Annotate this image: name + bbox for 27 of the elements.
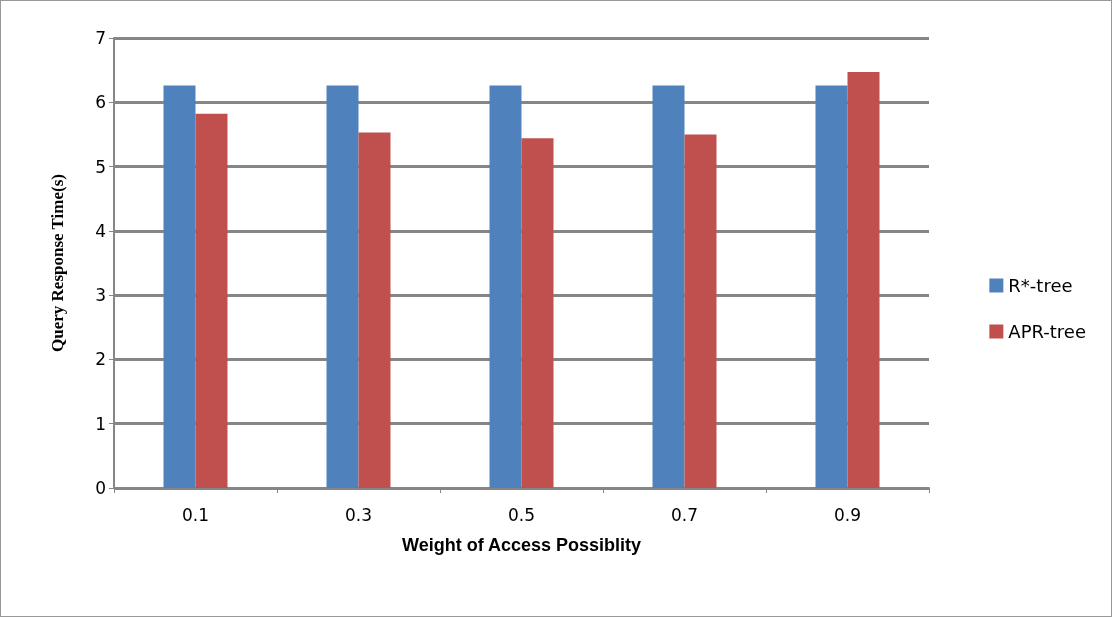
x-tick-label: 0.3: [344, 504, 373, 525]
bar: [815, 85, 848, 488]
bar: [489, 85, 522, 488]
bar: [847, 72, 880, 488]
x-tick-label: 0.1: [181, 504, 210, 525]
y-tick-label: 7: [95, 28, 106, 48]
x-axis-title: Weight of Access Possiblity: [401, 535, 642, 555]
x-tick-label: 0.7: [670, 504, 699, 525]
bar: [358, 132, 391, 488]
x-tick-label: 0.9: [833, 504, 862, 525]
y-tick-label: 5: [95, 156, 106, 177]
legend-label: APR-tree: [1008, 321, 1086, 342]
y-axis-title: Query Response Time(s): [48, 174, 67, 352]
y-tick-label: 4: [95, 220, 106, 241]
bar: [163, 85, 196, 488]
y-tick-label: 0: [95, 478, 106, 498]
y-tick-label: 6: [95, 92, 106, 113]
bar: [195, 113, 228, 488]
bar: [521, 138, 554, 488]
bar: [684, 134, 717, 488]
y-tick-label: 2: [95, 349, 106, 370]
x-tick-label: 0.5: [507, 504, 536, 525]
bar: [652, 85, 685, 488]
legend-label: R*-tree: [1008, 275, 1073, 296]
bar: [326, 85, 359, 488]
y-tick-label: 1: [95, 413, 106, 434]
y-tick-label: 3: [95, 285, 106, 306]
